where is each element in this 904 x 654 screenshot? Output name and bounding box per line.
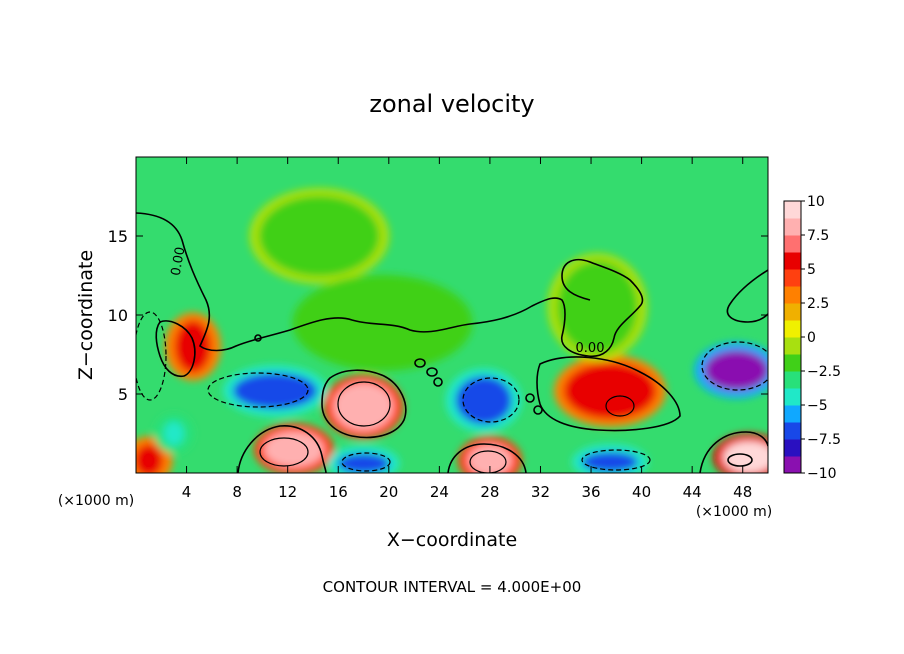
x-tick-label: 16	[329, 483, 348, 501]
field-feature	[337, 453, 390, 473]
small-contour-6	[254, 334, 262, 342]
x-tick-label: 32	[531, 483, 550, 501]
x-tick-label: 40	[632, 483, 651, 501]
x-tick-label: 36	[581, 483, 600, 501]
zero-contour-upper	[136, 212, 644, 358]
colorbar-tick-label: 7.5	[807, 228, 829, 244]
field-feature	[136, 444, 163, 473]
colorbar-swatch	[784, 439, 801, 457]
x-tick-label: 8	[232, 483, 242, 501]
small-contour-7	[727, 453, 753, 467]
zero-contour-right-bottom	[699, 431, 768, 473]
field-feature	[333, 382, 394, 431]
zero-contour-orange-right	[536, 356, 681, 432]
colorbar-swatch	[784, 201, 801, 219]
y-tick-label: 5	[118, 385, 128, 404]
field-feature	[233, 372, 318, 409]
colorbar-swatch	[784, 320, 801, 338]
colorbar-tick-label: 10	[807, 194, 825, 210]
small-contour-4	[525, 393, 535, 403]
colorbar-swatch	[784, 218, 801, 236]
x-tick-label: 44	[683, 483, 702, 501]
negative-contours	[136, 311, 768, 472]
neg-contour-1	[207, 372, 309, 408]
zero-contour-left-blob	[155, 320, 196, 378]
field-feature	[564, 362, 656, 419]
zero-contours	[136, 212, 768, 473]
field-feature	[163, 421, 184, 446]
colorbar-swatch	[784, 422, 801, 440]
x-tick-label: 28	[480, 483, 499, 501]
contour-label-left: 0.00	[169, 246, 189, 277]
colorbar-tick-label: −5	[807, 398, 828, 414]
field-feature	[582, 451, 638, 472]
colorbar-tick-label: 5	[807, 262, 816, 278]
neg-contour-4	[581, 449, 651, 471]
zero-contour-mid-blob	[321, 369, 407, 439]
small-contour-1	[414, 358, 426, 368]
y-tick-label: 10	[108, 306, 128, 325]
colorbar-swatch	[784, 269, 801, 287]
colorbar-tick-label: −10	[807, 466, 837, 482]
field-feature	[557, 261, 638, 354]
x-unit-left: (×1000 m)	[58, 493, 134, 509]
pos-contour-4	[605, 395, 635, 417]
y-axis-label: Z−coordinate	[75, 250, 97, 380]
x-tick-label: 48	[733, 483, 752, 501]
colorbar-tick-label: −2.5	[807, 364, 841, 380]
field-feature	[264, 431, 324, 468]
neg-contour-5	[341, 452, 391, 472]
zero-contour-bottom-1	[237, 425, 327, 473]
x-tick-label: 12	[278, 483, 297, 501]
colorbar-swatch	[784, 388, 801, 406]
positive-contours	[259, 381, 635, 473]
small-contour-5	[533, 405, 543, 415]
x-tick-label: 20	[379, 483, 398, 501]
small-contour-2	[426, 367, 438, 377]
x-unit-right: (×1000 m)	[696, 504, 772, 520]
colorbar-swatch	[784, 371, 801, 389]
colorbar-swatch	[784, 286, 801, 304]
y-tick-label: 15	[108, 227, 128, 246]
contour-label-right: 0.00	[576, 341, 605, 356]
colorbar-swatch	[784, 405, 801, 423]
colorbar-swatch	[784, 337, 801, 355]
pos-contour-3	[469, 450, 507, 473]
plot-area	[136, 157, 768, 473]
x-tick-label: 24	[430, 483, 449, 501]
field-feature	[174, 320, 211, 373]
colorbar-swatch	[784, 456, 801, 474]
zero-contour-bottom-2	[447, 443, 527, 473]
colorbar-swatch	[784, 354, 801, 372]
colorbar-swatch	[784, 252, 801, 270]
small-contour-3	[433, 377, 443, 387]
neg-contour-2	[462, 377, 520, 423]
contour-interval-footer: CONTOUR INTERVAL = 4.000E+00	[323, 578, 582, 596]
field-feature	[467, 444, 512, 473]
neg-contour-6	[136, 311, 167, 401]
colorbar-swatch	[784, 303, 801, 321]
field-feature	[455, 376, 512, 425]
colorbar-swatch	[784, 235, 801, 253]
pos-contour-2	[259, 437, 309, 467]
x-axis-label: X−coordinate	[387, 529, 517, 551]
field-feature	[302, 282, 463, 363]
chart-title: zonal velocity	[369, 90, 534, 118]
colorbar-tick-label: 2.5	[807, 296, 829, 312]
colorbar: 10 7.5 5 2.5 0 −2.5 −5 −7.5 −10	[783, 194, 841, 482]
field-feature	[259, 196, 380, 276]
x-tick-label: 4	[182, 483, 192, 501]
zero-contour-right	[726, 269, 768, 323]
pos-contour-1	[337, 381, 391, 427]
colorbar-tick-label: 0	[807, 330, 816, 346]
colorbar-tick-label: −7.5	[807, 432, 841, 448]
field-feature	[704, 350, 768, 391]
